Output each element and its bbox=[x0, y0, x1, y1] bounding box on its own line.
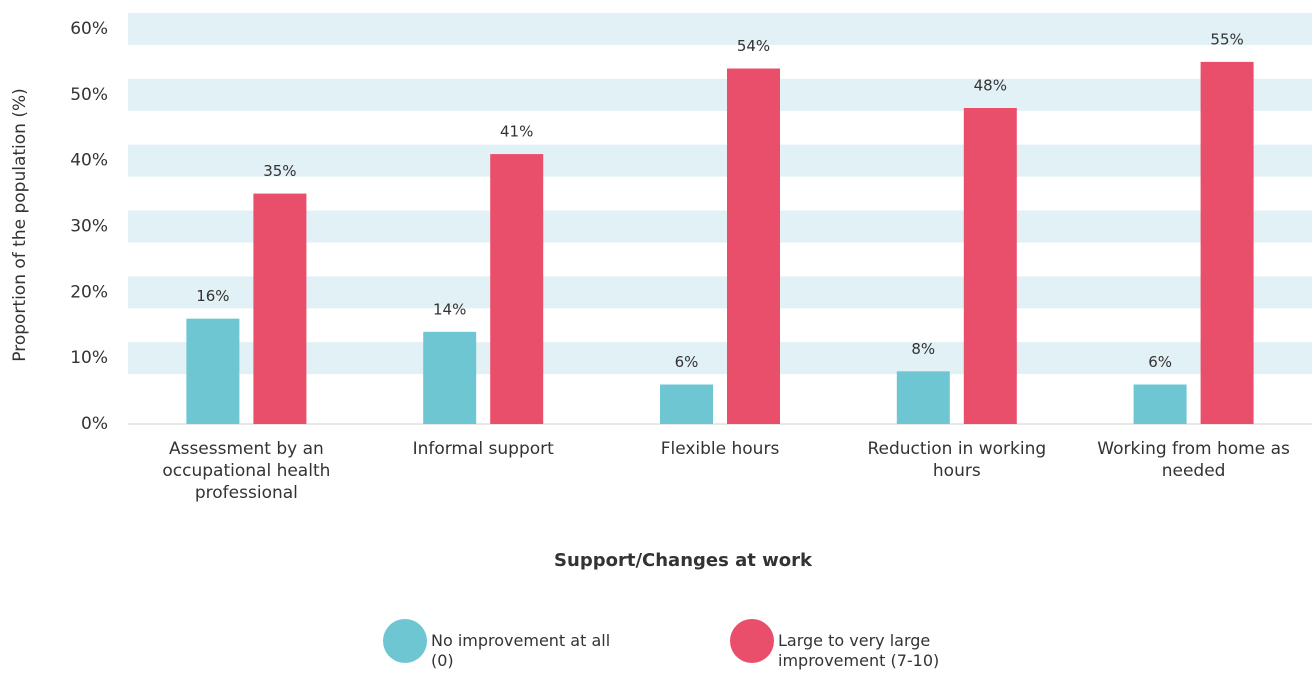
y-tick-label: 10% bbox=[70, 348, 108, 368]
x-tick-label: Reduction in working hours bbox=[867, 439, 1047, 481]
y-tick-label: 20% bbox=[70, 282, 108, 302]
x-tick-label: Working from home as needed bbox=[1097, 439, 1290, 481]
x-tick-label: Informal support bbox=[412, 439, 554, 459]
data-label: 6% bbox=[675, 353, 699, 371]
data-label: 16% bbox=[196, 287, 229, 305]
y-tick-label: 50% bbox=[70, 85, 108, 105]
y-tick-label: 0% bbox=[81, 414, 108, 434]
legend-swatch bbox=[730, 619, 774, 663]
x-tick-label: Flexible hours bbox=[660, 439, 780, 459]
legend-label: Large to very large improvement (7-10) bbox=[778, 631, 940, 670]
bar bbox=[963, 108, 1017, 424]
data-label: 48% bbox=[974, 77, 1007, 95]
bar bbox=[660, 384, 713, 424]
data-label: 35% bbox=[263, 162, 296, 180]
x-axis-label: Support/Changes at work bbox=[554, 550, 812, 571]
legend-swatch bbox=[383, 619, 427, 663]
bar bbox=[896, 371, 950, 424]
bar bbox=[727, 68, 780, 424]
y-tick-label: 30% bbox=[70, 217, 108, 237]
data-label: 8% bbox=[911, 340, 935, 358]
bar bbox=[423, 331, 477, 424]
bar bbox=[1200, 61, 1254, 425]
data-label: 14% bbox=[433, 300, 466, 318]
data-label: 41% bbox=[500, 123, 533, 141]
x-tick-label: Assessment by an occupational health pro… bbox=[162, 439, 331, 503]
data-label: 6% bbox=[1148, 353, 1172, 371]
y-tick-label: 40% bbox=[70, 151, 108, 171]
legend-label: No improvement at all (0) bbox=[431, 631, 611, 670]
bar bbox=[253, 193, 307, 424]
data-label: 54% bbox=[737, 37, 770, 55]
bar bbox=[490, 154, 544, 425]
bar bbox=[1133, 384, 1187, 424]
y-tick-label: 60% bbox=[70, 19, 108, 39]
data-label: 55% bbox=[1210, 30, 1243, 48]
bar bbox=[186, 318, 240, 424]
y-axis-label: Proportion of the population (%) bbox=[10, 88, 30, 362]
